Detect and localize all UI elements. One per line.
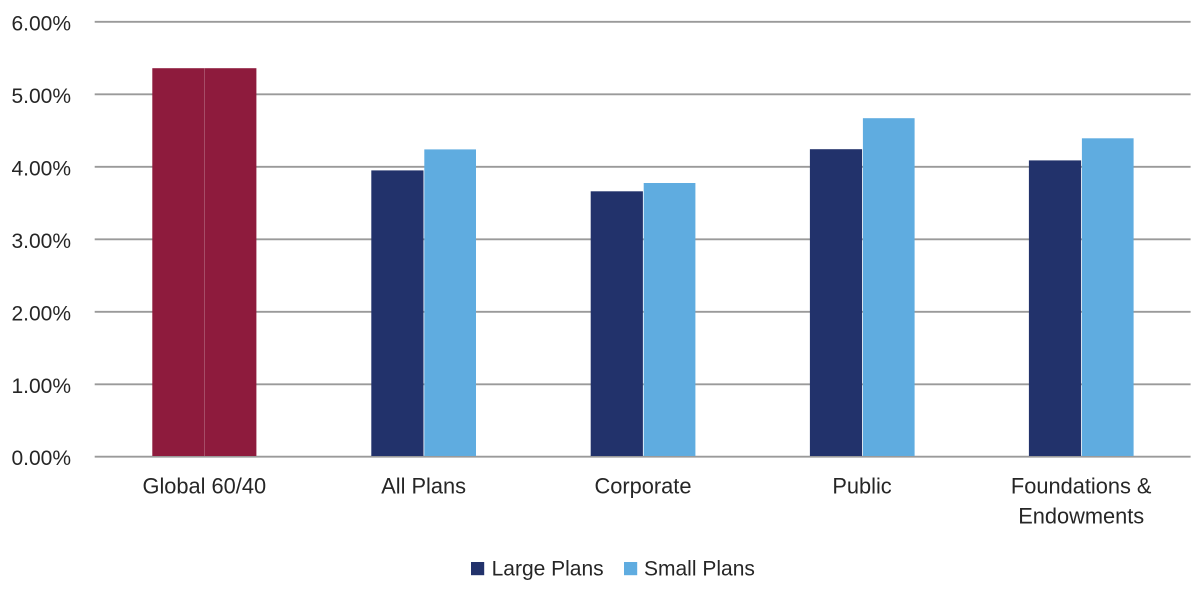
svg-text:6.00%: 6.00%	[11, 12, 71, 35]
svg-text:3.00%: 3.00%	[11, 230, 71, 253]
svg-text:Corporate: Corporate	[595, 474, 692, 499]
svg-text:Global 60/40: Global 60/40	[142, 474, 266, 499]
svg-text:Endowments: Endowments	[1018, 504, 1144, 529]
svg-text:All Plans: All Plans	[381, 474, 466, 499]
svg-text:4.00%: 4.00%	[11, 157, 71, 180]
svg-text:Small Plans: Small Plans	[644, 557, 755, 580]
svg-text:Large Plans: Large Plans	[492, 557, 604, 580]
svg-text:Foundations &: Foundations &	[1011, 474, 1152, 499]
svg-text:Public: Public	[832, 474, 891, 499]
svg-text:5.00%: 5.00%	[11, 85, 71, 108]
svg-text:2.00%: 2.00%	[11, 302, 71, 325]
svg-text:1.00%: 1.00%	[11, 375, 71, 398]
svg-text:0.00%: 0.00%	[11, 447, 71, 470]
